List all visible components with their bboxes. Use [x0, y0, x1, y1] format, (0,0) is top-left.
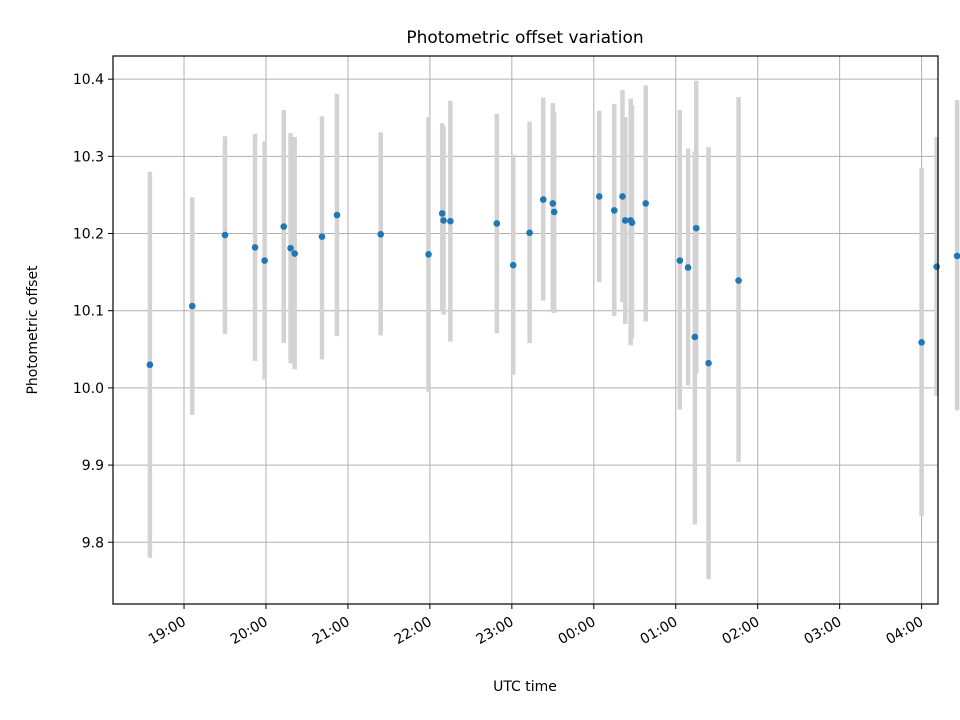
- data-point: [953, 252, 960, 260]
- data-point: [539, 196, 547, 203]
- data-point: [438, 210, 446, 217]
- data-point: [447, 217, 454, 225]
- data-point: [735, 277, 742, 284]
- error-bars: [147, 80, 960, 580]
- data-point: [550, 208, 558, 216]
- data-point: [691, 333, 699, 341]
- y-tick-label: 9.9: [82, 458, 104, 474]
- x-tick-label: 02:00: [720, 614, 763, 648]
- data-point: [188, 302, 196, 310]
- data-point: [684, 264, 692, 271]
- y-tick-label: 10.2: [73, 227, 104, 243]
- y-tick-label: 10.4: [73, 72, 104, 88]
- data-points: [146, 193, 960, 369]
- x-tick-label: 04:00: [883, 614, 926, 648]
- y-tick-label: 10.3: [73, 149, 104, 165]
- data-point: [549, 200, 557, 207]
- x-tick-label: 00:00: [556, 614, 599, 648]
- data-point: [146, 361, 154, 369]
- x-tick-label: 01:00: [638, 614, 681, 648]
- data-point: [526, 229, 533, 237]
- x-axis-label: UTC time: [493, 679, 557, 695]
- data-point: [619, 193, 626, 200]
- grid-lines: [113, 56, 938, 604]
- data-point: [610, 207, 618, 214]
- data-point: [287, 244, 294, 252]
- data-point: [318, 233, 326, 240]
- data-point: [628, 219, 636, 227]
- data-point: [291, 250, 298, 257]
- plot-frame: [112, 55, 939, 605]
- x-tick-label: 03:00: [802, 614, 845, 648]
- x-tick-label: 23:00: [474, 614, 517, 648]
- data-point: [280, 223, 288, 230]
- data-point: [933, 263, 940, 271]
- y-tick-label: 9.8: [82, 535, 104, 551]
- data-point: [595, 193, 603, 200]
- data-point: [621, 217, 629, 224]
- x-tick-label: 20:00: [228, 614, 271, 648]
- data-point: [425, 251, 432, 258]
- data-point: [509, 261, 517, 269]
- data-point: [261, 257, 268, 264]
- y-axis-label: Photometric offset: [25, 265, 41, 395]
- y-tick-label: 10.1: [73, 304, 104, 320]
- data-point: [221, 231, 229, 239]
- data-point: [493, 220, 501, 227]
- data-point: [377, 230, 385, 238]
- data-point: [333, 211, 341, 219]
- data-point: [440, 217, 447, 224]
- data-point: [676, 257, 684, 264]
- data-point: [642, 200, 649, 207]
- x-tick-label: 19:00: [146, 614, 189, 648]
- x-axis-ticks: 19:00 20:00 21:00 22:00 23:00 00:00 01:00 02:00…: [146, 604, 926, 648]
- data-point: [705, 359, 712, 367]
- chart-title: Photometric offset variation: [406, 28, 643, 48]
- y-axis-ticks: 9.8 9.9 10.0 10.1 10.2 10.3 10.4: [73, 72, 113, 551]
- y-tick-label: 10.0: [73, 381, 104, 397]
- data-point: [692, 224, 700, 232]
- x-tick-label: 21:00: [310, 614, 353, 648]
- data-point: [918, 339, 925, 346]
- data-point: [251, 244, 259, 251]
- x-tick-label: 22:00: [392, 614, 435, 648]
